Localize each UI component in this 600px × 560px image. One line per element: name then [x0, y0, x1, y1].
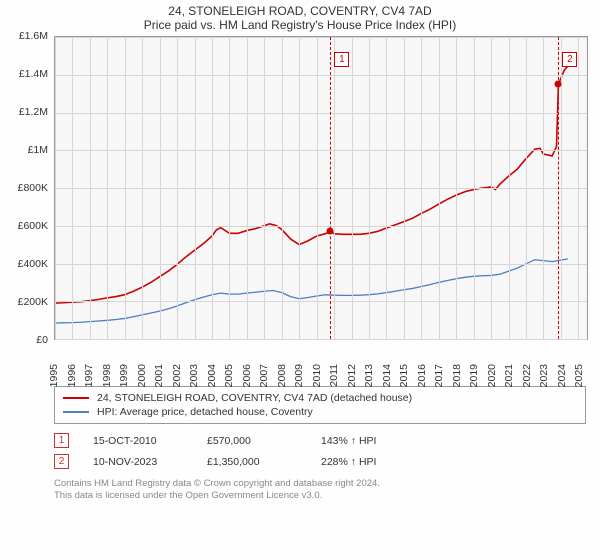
y-tick-label: £1.6M [19, 30, 48, 42]
legend-swatch [63, 411, 89, 413]
x-tick-label: 2018 [451, 364, 463, 387]
sales-row: 2 10-NOV-2023 £1,350,000 228% ↑ HPI [54, 451, 586, 472]
x-tick-label: 2016 [416, 364, 428, 387]
sales-marker: 1 [54, 433, 69, 448]
x-tick-label: 2012 [346, 364, 358, 387]
footnote-line: Contains HM Land Registry data © Crown c… [54, 478, 586, 490]
x-tick-label: 1998 [101, 364, 113, 387]
sales-row: 1 15-OCT-2010 £570,000 143% ↑ HPI [54, 430, 586, 451]
sale-marker-box: 1 [334, 52, 349, 67]
x-tick-label: 2017 [433, 364, 445, 387]
chart-subtitle: Price paid vs. HM Land Registry's House … [0, 18, 600, 36]
sales-marker: 2 [54, 454, 69, 469]
legend: 24, STONELEIGH ROAD, COVENTRY, CV4 7AD (… [54, 386, 586, 424]
x-tick-label: 2025 [573, 364, 585, 387]
sales-price: £570,000 [207, 435, 297, 447]
x-tick-label: 2024 [556, 364, 568, 387]
sale-marker-box: 2 [562, 52, 577, 67]
legend-label: HPI: Average price, detached house, Cove… [97, 406, 313, 418]
x-tick-label: 2008 [276, 364, 288, 387]
x-tick-label: 2005 [223, 364, 235, 387]
y-tick-label: £600K [18, 220, 48, 232]
sales-date: 15-OCT-2010 [93, 435, 183, 447]
plot-area: 12 [54, 36, 588, 340]
x-tick-label: 2001 [153, 364, 165, 387]
x-tick-label: 2020 [486, 364, 498, 387]
sale-marker-line [330, 37, 331, 339]
y-axis: £0£200K£400K£600K£800K£1M£1.2M£1.4M£1.6M [0, 36, 52, 340]
y-tick-label: £1.2M [19, 106, 48, 118]
y-tick-label: £1M [28, 144, 48, 156]
x-tick-label: 1996 [66, 364, 78, 387]
x-tick-label: 1995 [48, 364, 60, 387]
x-tick-label: 2023 [538, 364, 550, 387]
x-tick-label: 2011 [328, 364, 340, 387]
x-tick-label: 2022 [521, 364, 533, 387]
sale-dot [555, 81, 562, 88]
x-tick-label: 2009 [293, 364, 305, 387]
x-tick-label: 2010 [311, 364, 323, 387]
sales-date: 10-NOV-2023 [93, 456, 183, 468]
x-tick-label: 2019 [468, 364, 480, 387]
sales-price: £1,350,000 [207, 456, 297, 468]
chart-title: 24, STONELEIGH ROAD, COVENTRY, CV4 7AD [0, 0, 600, 18]
sales-pct: 143% ↑ HPI [321, 435, 376, 447]
x-axis: 1995199619971998199920002001200220032004… [54, 342, 588, 376]
legend-swatch [63, 397, 89, 399]
x-tick-label: 2004 [206, 364, 218, 387]
legend-label: 24, STONELEIGH ROAD, COVENTRY, CV4 7AD (… [97, 392, 412, 404]
x-tick-label: 1997 [83, 364, 95, 387]
y-tick-label: £800K [18, 182, 48, 194]
chart-area: £0£200K£400K£600K£800K£1M£1.2M£1.4M£1.6M… [0, 36, 600, 376]
x-tick-label: 1999 [118, 364, 130, 387]
x-tick-label: 2000 [136, 364, 148, 387]
sales-pct: 228% ↑ HPI [321, 456, 376, 468]
y-tick-label: £200K [18, 296, 48, 308]
legend-item: 24, STONELEIGH ROAD, COVENTRY, CV4 7AD (… [63, 391, 577, 405]
x-tick-label: 2003 [188, 364, 200, 387]
x-tick-label: 2014 [381, 364, 393, 387]
legend-item: HPI: Average price, detached house, Cove… [63, 405, 577, 419]
y-tick-label: £1.4M [19, 68, 48, 80]
footnote: Contains HM Land Registry data © Crown c… [54, 478, 586, 503]
x-tick-label: 2007 [258, 364, 270, 387]
x-tick-label: 2013 [363, 364, 375, 387]
footnote-line: This data is licensed under the Open Gov… [54, 490, 586, 502]
x-tick-label: 2002 [171, 364, 183, 387]
x-tick-label: 2015 [398, 364, 410, 387]
x-tick-label: 2021 [503, 364, 515, 387]
y-tick-label: £0 [36, 334, 48, 346]
sale-dot [327, 228, 334, 235]
x-tick-label: 2006 [241, 364, 253, 387]
y-tick-label: £400K [18, 258, 48, 270]
sales-table: 1 15-OCT-2010 £570,000 143% ↑ HPI 2 10-NOV-20… [54, 430, 586, 472]
